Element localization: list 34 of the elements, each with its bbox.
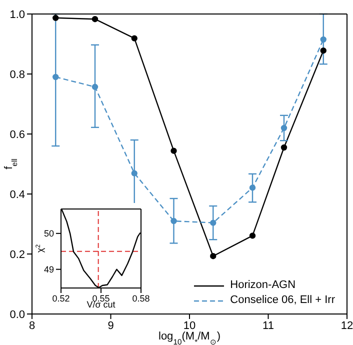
x-tick-label: 9 bbox=[108, 320, 114, 332]
point bbox=[131, 35, 138, 42]
x-tick-label: 12 bbox=[340, 320, 353, 332]
y-tick-label: 0.2 bbox=[10, 248, 25, 261]
point bbox=[170, 148, 177, 154]
x-tick-label: 0.58 bbox=[132, 293, 150, 304]
point bbox=[210, 253, 216, 260]
point bbox=[52, 14, 59, 21]
legend-label: Horizon-AGN bbox=[230, 278, 296, 293]
y-tick-label: 0.0 bbox=[10, 308, 25, 321]
y-tick-label: 0.6 bbox=[10, 128, 25, 141]
x-tick-label: 0.52 bbox=[52, 293, 70, 304]
x-tick-label: 10 bbox=[183, 320, 196, 332]
point bbox=[92, 16, 98, 22]
point bbox=[170, 218, 177, 224]
point bbox=[320, 36, 326, 43]
y-tick-label: 49 bbox=[44, 264, 54, 275]
y-tick-label: 0.4 bbox=[10, 188, 25, 201]
legend-label: Conselice 06, Ell + Irr bbox=[230, 293, 335, 308]
y-tick-label: 0.8 bbox=[10, 68, 25, 81]
x-tick-label: 11 bbox=[262, 320, 274, 332]
point bbox=[92, 84, 98, 90]
point bbox=[249, 184, 256, 191]
point bbox=[280, 144, 288, 151]
point bbox=[249, 232, 256, 239]
point bbox=[52, 74, 59, 80]
point bbox=[280, 124, 288, 132]
y-tick-label: 1.0 bbox=[10, 8, 25, 21]
point bbox=[131, 170, 138, 176]
x-axis-title: log$_{10}$(M$_{*}$/M$_{⊙}$) bbox=[158, 330, 220, 345]
y-tick-label: 50 bbox=[44, 228, 54, 239]
point bbox=[320, 48, 326, 54]
point bbox=[210, 220, 216, 226]
x-tick-label: 8 bbox=[28, 320, 36, 332]
